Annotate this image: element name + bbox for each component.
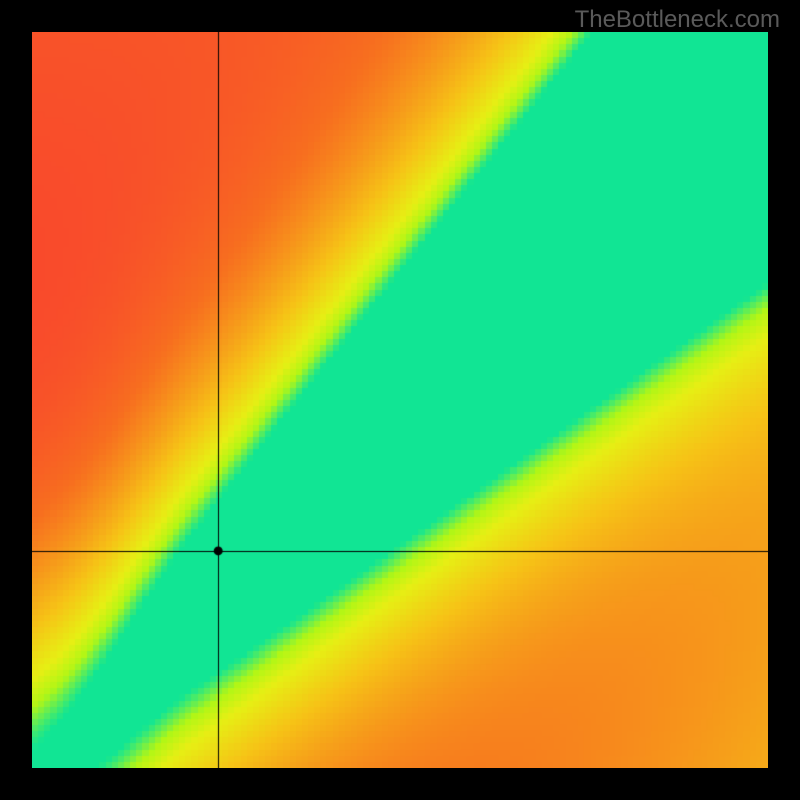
chart-container: TheBottleneck.com — [0, 0, 800, 800]
bottleneck-heatmap — [32, 32, 768, 768]
watermark-text: TheBottleneck.com — [575, 6, 780, 34]
